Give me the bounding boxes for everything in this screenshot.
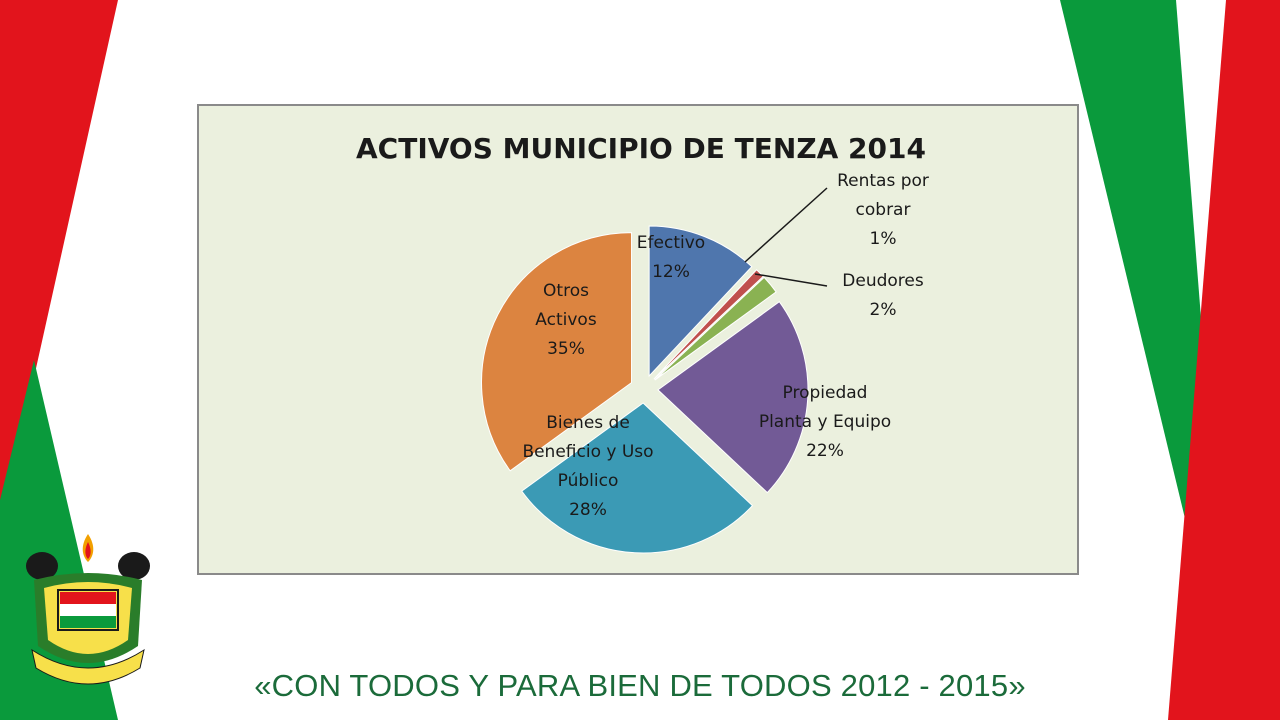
slice-name-line-4: Bienes de xyxy=(546,413,630,433)
slice-label-2: Deudores 2% xyxy=(842,271,924,320)
pie-slice-0 xyxy=(648,225,753,378)
leader-line-2 xyxy=(754,273,828,287)
slice-label-3: Propiedad Planta y Equipo 22% xyxy=(759,383,891,461)
slice-name-line-0: Efectivo xyxy=(637,233,705,253)
slice-name-line-1: cobrar xyxy=(856,200,911,220)
slice-name-line-4: Beneficio y Uso xyxy=(522,442,653,462)
slice-pct-1: 1% xyxy=(870,229,897,249)
slice-label-1: Rentas por cobrar 1% xyxy=(837,171,929,249)
pie-slice-4 xyxy=(521,402,754,554)
slice-label-5: Otros Activos 35% xyxy=(535,281,597,359)
pie-slice-2 xyxy=(654,276,777,381)
slice-name-line-3: Propiedad xyxy=(783,383,868,403)
slice-pct-2: 2% xyxy=(870,300,897,320)
right-green-stripe xyxy=(1060,0,1220,560)
pie-slice-5 xyxy=(481,232,633,472)
pie-slice-1 xyxy=(653,269,764,380)
slice-name-line-4: Público xyxy=(558,471,619,491)
slice-name-line-5: Activos xyxy=(535,310,597,330)
municipal-crest-logo xyxy=(26,534,150,685)
slice-name-line-1: Rentas por xyxy=(837,171,929,191)
slice-name-line-3: Planta y Equipo xyxy=(759,412,891,432)
leader-line-1 xyxy=(744,187,828,263)
slice-label-0: Efectivo 12% xyxy=(637,233,705,282)
slice-pct-0: 12% xyxy=(652,262,690,282)
pie-chart: ACTIVOS MUNICIPIO DE TENZA 2014 Efectivo… xyxy=(356,132,929,554)
slice-pct-4: 28% xyxy=(569,500,607,520)
slice-label-4: Bienes de Beneficio y Uso Público 28% xyxy=(522,413,653,520)
slice-name-line-2: Deudores xyxy=(842,271,924,291)
chart-title: ACTIVOS MUNICIPIO DE TENZA 2014 xyxy=(356,132,926,165)
chart-panel: ACTIVOS MUNICIPIO DE TENZA 2014 Efectivo… xyxy=(197,104,1079,575)
slogan-footer: «CON TODOS Y PARA BIEN DE TODOS 2012 - 2… xyxy=(254,668,1026,703)
slice-pct-5: 35% xyxy=(547,339,585,359)
slice-pct-3: 22% xyxy=(806,441,844,461)
pie-slice-3 xyxy=(657,301,809,494)
slice-name-line-5: Otros xyxy=(543,281,589,301)
right-red-stripe xyxy=(1168,0,1280,720)
